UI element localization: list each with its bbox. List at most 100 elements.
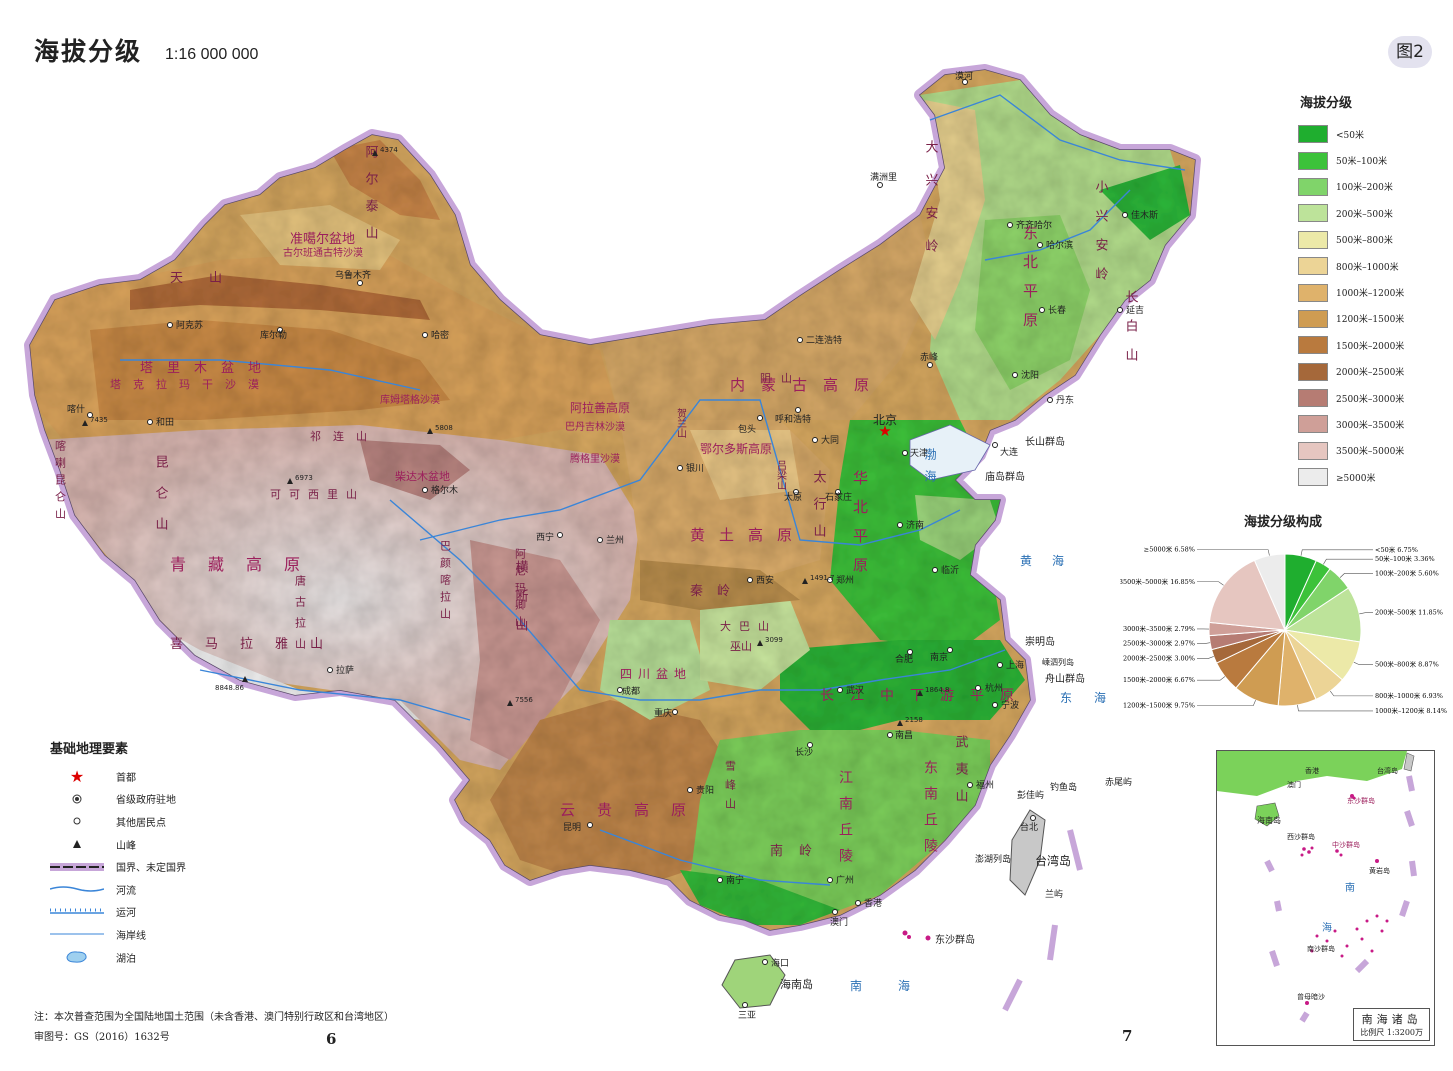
star-icon: ★ [69,766,85,786]
svg-text:格尔木: 格尔木 [431,484,458,496]
svg-text:嵊泗列岛: 嵊泗列岛 [1042,657,1074,667]
inset-label-zhongsha: 中沙群岛 [1332,840,1360,849]
label-ordos: 鄂尔多斯高原 [700,441,772,456]
svg-text:海南岛: 海南岛 [780,977,813,991]
elevation-legend-row: 50米–100米 [1298,147,1448,173]
svg-text:库尔勒: 库尔勒 [260,329,287,341]
northeast-plain [975,215,1090,390]
pie-leader-line [1197,581,1224,586]
svg-text:丹东: 丹东 [1056,394,1074,406]
map-scale: 1:16 000 000 [165,46,259,63]
pie-label: 2500米–3000米 2.97% [1123,639,1195,648]
elevation-legend-row: 1000米–1200米 [1298,279,1448,305]
svg-text:齐齐哈尔: 齐齐哈尔 [1016,219,1052,231]
label-alxa: 阿拉善高原 [570,400,630,415]
svg-text:7556: 7556 [515,696,533,704]
label-bohai: 渤海 [923,448,937,492]
legend-canal: 运河 [50,901,250,924]
city-hongkong: 香港 [855,897,882,909]
svg-text:兰州: 兰州 [606,534,624,546]
elevation-legend-row: 3500米–5000米 [1298,438,1448,464]
city-chengdu: 成都 [617,685,640,697]
svg-text:北京: 北京 [873,413,897,427]
pie-label: 100米–200米 5.60% [1375,568,1439,577]
city-xining: 西宁 [536,531,563,543]
elevation-swatch [1298,389,1328,408]
label-taklimakan: 塔克拉玛干沙漠 [110,377,271,391]
yangtze-river [389,499,1006,701]
city-hami: 哈密 [422,329,449,341]
elevation-swatch [1298,177,1328,196]
label-tianshan: 天山 [170,271,248,286]
legend-river: 河流 [50,878,250,901]
label-qilian: 祁连山 [310,429,379,443]
triangle-icon [50,837,104,851]
qaidam-basin [360,440,470,500]
svg-text:海口: 海口 [771,957,789,969]
svg-text:临沂: 临沂 [941,564,959,576]
label-dabashan: 大巴山 [720,619,777,633]
label-taihang: 太行山 [811,470,827,551]
south-china-sea-inset: 台湾岛 东沙群岛 海南岛 西沙群岛 中沙群岛 黄岩岛 南沙群岛 曾母暗沙 南 海… [1216,750,1435,1046]
svg-text:澳门: 澳门 [830,916,848,928]
svg-text:天津: 天津 [910,448,928,459]
heilongjiang-river [929,94,1186,171]
city-changsha: 长沙 [795,742,813,758]
elevation-swatch [1298,283,1328,302]
canal-line-icon [50,905,104,919]
sanjiang-plain [1100,165,1190,240]
inset-label-xisha: 西沙群岛 [1287,832,1315,841]
svg-text:南宁: 南宁 [726,874,744,886]
elevation-label: 1500米–2000米 [1336,341,1405,352]
elevation-legend: 海拔分级 <50米 50米–100米 100米–200米 200米–500米 500米–… [1298,92,1448,490]
label-xiaoxinganling: 小兴安岭 [1093,180,1109,296]
label-east-sea: 东海 [1060,690,1128,705]
label-north-china-plain: 华北平原 [851,470,869,586]
elevation-swatch [1298,204,1328,223]
label-kunlun: 昆仑山 [153,455,169,548]
inset-label-hainan: 海南岛 [1257,815,1281,825]
city-baotou: 包头 [738,415,763,435]
city-macau: 澳门 [830,909,848,928]
legend-lake: 湖泊 [50,946,250,969]
city-nanning: 南宁 [717,874,744,886]
legend-other-settlement: 其他居民点 [50,810,250,833]
elevation-legend-row: ≥5000米 [1298,464,1448,490]
elevation-legend-row: 1500米–2000米 [1298,332,1448,358]
coastline-icon [50,927,104,941]
junggar-basin [240,205,400,270]
city-lhasa: 拉萨 [327,664,354,676]
pie-leader-line [1297,704,1373,712]
elevation-legend-row: 3000米–3500米 [1298,411,1448,437]
pie-leader-line [1197,699,1256,706]
svg-text:贵阳: 贵阳 [696,784,714,796]
peak-icon: 5808 [427,424,453,434]
label-tengger: 腾格里沙漠 [570,452,620,465]
elevation-swatch [1298,362,1328,381]
city-golmud: 格尔木 [422,484,458,496]
songhua-river [984,189,1131,261]
elevation-label: 3000米–3500米 [1336,420,1405,431]
city-lanzhou: 兰州 [597,534,624,546]
city-fuzhou: 福州 [967,779,994,791]
label-yinshan: 阴山 [760,372,802,385]
peak-markers: 4374 6973 7435 8848.86 7556 5808 3099 14… [82,146,950,726]
elevation-legend-row: <50米 [1298,121,1448,147]
daxinganling [910,100,985,340]
capital-beijing: ★ 北京 [873,413,897,440]
city-jinan: 济南 [897,519,924,531]
svg-text:4374: 4374 [380,146,398,154]
city-dandong: 丹东 [1047,394,1074,406]
city-taiyuan: 太原 [784,489,802,503]
label-northeast-plain: 东北平原 [1021,225,1039,341]
svg-text:阿克苏: 阿克苏 [176,319,203,331]
svg-text:钓鱼岛: 钓鱼岛 [1050,781,1077,793]
svg-text:太原: 太原 [784,491,802,503]
pie-label: ≥5000米 6.58% [1144,545,1195,554]
svg-text:大同: 大同 [821,434,839,446]
elevation-label: 1200米–1500米 [1336,315,1405,326]
pie-label: 3000米–3500米 2.79% [1123,624,1195,633]
svg-text:8848.86: 8848.86 [215,684,244,692]
svg-text:昆明: 昆明 [563,822,581,833]
